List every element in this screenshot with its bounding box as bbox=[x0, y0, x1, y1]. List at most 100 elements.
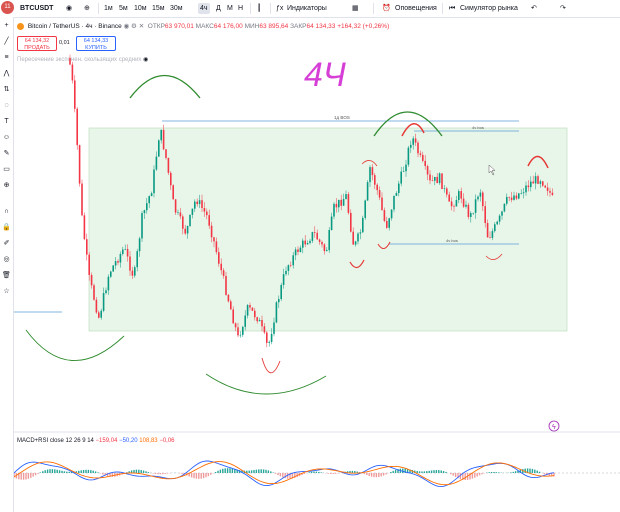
tf-5m[interactable]: 5м bbox=[119, 5, 128, 12]
macd-histogram-bar bbox=[39, 472, 42, 473]
prediction-icon[interactable]: ⇅ bbox=[3, 86, 10, 93]
favorites-icon[interactable]: ☆ bbox=[3, 288, 10, 295]
macd-histogram-bar bbox=[282, 473, 284, 478]
icons-tool-icon[interactable]: ☺ bbox=[2, 134, 11, 141]
alert-icon[interactable]: ⏰ bbox=[382, 5, 391, 12]
candle-body bbox=[369, 167, 371, 183]
candle-body bbox=[458, 191, 460, 201]
pattern-icon[interactable]: ⋀ bbox=[3, 70, 10, 77]
tf-15m[interactable]: 15м bbox=[152, 5, 165, 12]
trendline-icon[interactable]: ╱ bbox=[4, 38, 9, 45]
tf-day[interactable]: Д bbox=[216, 5, 221, 12]
templates-icon[interactable]: ▦ bbox=[352, 5, 359, 12]
red-arc-right[interactable] bbox=[527, 155, 549, 169]
tf-4h[interactable]: 4ч bbox=[198, 3, 210, 14]
buy-button[interactable]: 64 134,33 КУПИТЬ bbox=[76, 36, 116, 51]
candle-body bbox=[412, 138, 414, 145]
geometry-icon[interactable]: ◌ bbox=[4, 102, 9, 109]
replay-button[interactable]: Симулятор рынка bbox=[460, 5, 518, 12]
macd-histogram-bar bbox=[332, 473, 334, 474]
candle-body bbox=[119, 253, 122, 263]
magnet-icon[interactable]: ∩ bbox=[3, 208, 10, 215]
text-icon[interactable]: T bbox=[4, 118, 9, 125]
compare-add-icon[interactable]: ⊕ bbox=[84, 5, 90, 12]
red-arc-low3[interactable] bbox=[485, 253, 503, 260]
candle-body bbox=[174, 199, 177, 213]
macd-histogram-bar bbox=[106, 473, 109, 477]
indicators-button[interactable]: Индикаторы bbox=[287, 5, 327, 12]
candle-body bbox=[302, 240, 304, 248]
chart-canvas[interactable]: 1д BOS 4ч bos 4ч bos 4Ч ϟ bbox=[14, 18, 620, 512]
tf-month[interactable]: М bbox=[227, 5, 233, 12]
candle-body bbox=[472, 212, 474, 214]
macd-histogram-bar bbox=[548, 473, 550, 476]
candle-body bbox=[136, 251, 138, 268]
divider bbox=[442, 3, 443, 14]
macd-histogram-bar bbox=[44, 470, 46, 473]
candle-body bbox=[436, 176, 438, 184]
candle-body bbox=[374, 175, 376, 185]
stay-in-drawing-icon[interactable]: ✐ bbox=[3, 240, 10, 247]
macd-histogram-bar bbox=[428, 470, 430, 473]
replay-icon[interactable]: ⏮ bbox=[449, 5, 456, 12]
arc-top-right[interactable] bbox=[373, 111, 443, 137]
redo-icon[interactable]: ↷ bbox=[560, 5, 566, 12]
arc-bottom-mid[interactable] bbox=[205, 373, 327, 395]
lock-drawings-icon[interactable]: 🔒 bbox=[2, 224, 11, 231]
brush-icon[interactable]: ✎ bbox=[3, 150, 10, 157]
red-arc-low2[interactable] bbox=[377, 241, 391, 249]
macd-histogram-bar bbox=[231, 468, 234, 473]
red-arc-bottom[interactable] bbox=[261, 357, 281, 374]
macd-histogram-bar bbox=[416, 471, 418, 473]
arc-bottom-left[interactable] bbox=[25, 329, 125, 361]
tf-10m[interactable]: 10м bbox=[134, 5, 147, 12]
delete-icon[interactable]: 🗑 bbox=[2, 272, 11, 279]
lightning-icon[interactable] bbox=[548, 420, 560, 432]
candle-body bbox=[424, 160, 426, 167]
candle-body bbox=[354, 241, 357, 245]
tf-week[interactable]: Н bbox=[238, 5, 244, 12]
candle-body bbox=[299, 247, 302, 252]
candle-body bbox=[306, 243, 309, 245]
macd-histogram-bar bbox=[531, 468, 534, 473]
arc-top-left[interactable] bbox=[129, 74, 201, 99]
red-arc-low1[interactable] bbox=[349, 259, 365, 269]
sell-button[interactable]: 64 134,32 ПРОДАТЬ bbox=[17, 36, 57, 51]
macd-histogram-bar bbox=[260, 469, 262, 473]
candles-style-icon[interactable]: ┃ bbox=[257, 5, 262, 12]
user-avatar[interactable]: 11 bbox=[1, 1, 14, 14]
candle-body bbox=[311, 232, 314, 241]
ruler-icon[interactable]: ▭ bbox=[3, 166, 10, 173]
candle-body bbox=[407, 147, 410, 165]
macd-histogram-bar bbox=[459, 473, 462, 480]
tf-30m[interactable]: 30м bbox=[170, 5, 183, 12]
macd-histogram-bar bbox=[157, 473, 159, 475]
undo-icon[interactable]: ↶ bbox=[531, 5, 537, 12]
candle-body bbox=[110, 271, 112, 277]
red-arc-small[interactable] bbox=[361, 160, 378, 167]
candle-body bbox=[122, 249, 124, 254]
macd-histogram-bar bbox=[522, 469, 524, 473]
macd-histogram-bar bbox=[279, 473, 282, 477]
symbol-search-button[interactable]: BTCUSDT bbox=[20, 5, 54, 12]
eye-icon[interactable]: ◉ ⚙ ✕ bbox=[123, 23, 145, 30]
candle-body bbox=[201, 200, 203, 208]
candle-body bbox=[318, 239, 321, 242]
eye-icon[interactable]: ◉ bbox=[143, 57, 149, 63]
signal-line bbox=[14, 461, 555, 486]
zoom-icon[interactable]: ⊕ bbox=[3, 182, 10, 189]
hide-drawings-icon[interactable]: ◎ bbox=[3, 256, 10, 263]
macd-histogram-bar bbox=[301, 473, 303, 475]
macd-histogram-bar bbox=[351, 470, 354, 473]
alerts-button[interactable]: Оповещения bbox=[395, 5, 437, 12]
macd-histogram-bar bbox=[426, 471, 428, 473]
fib-icon[interactable]: ≡ bbox=[4, 54, 9, 61]
candle-body bbox=[537, 176, 539, 184]
indicators-icon[interactable]: ƒx bbox=[276, 5, 284, 12]
watch-icon[interactable]: ◉ bbox=[66, 5, 73, 12]
crosshair-icon[interactable]: + bbox=[4, 22, 9, 29]
red-arc-top[interactable] bbox=[401, 123, 425, 137]
candle-body bbox=[340, 199, 342, 206]
candle-body bbox=[74, 80, 76, 109]
tf-1m[interactable]: 1м bbox=[104, 5, 113, 12]
